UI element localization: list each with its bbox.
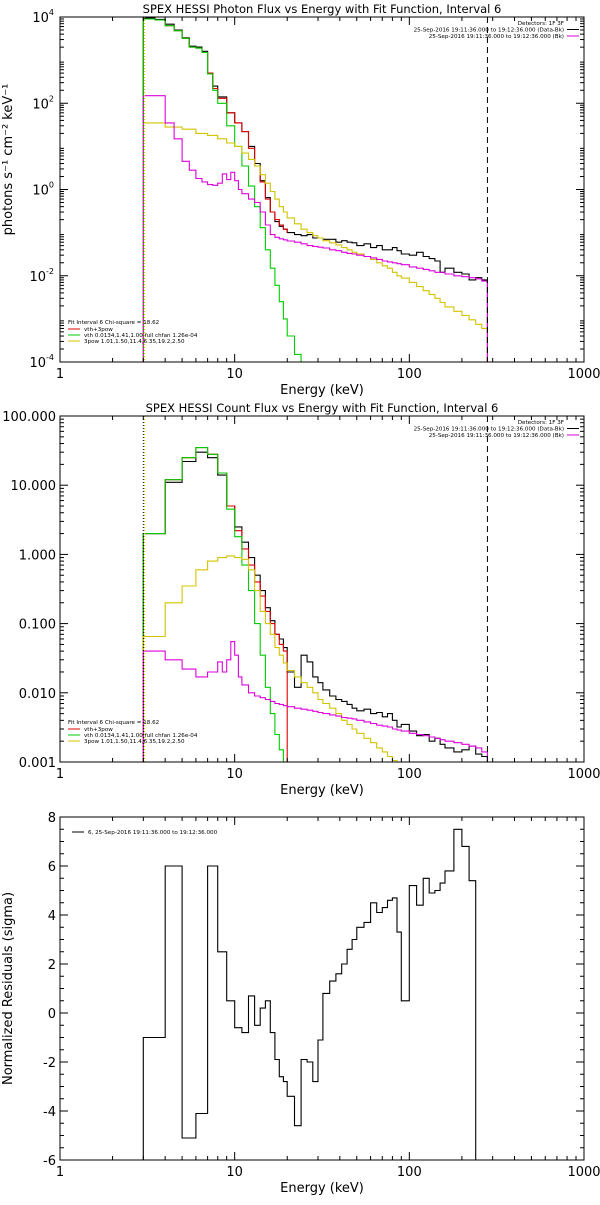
series-line-0 [142, 17, 488, 362]
legend-fit-entry: 3pow 1.01,1.50,11.4,6.35,19.2,2.50 [84, 339, 185, 345]
legend-fit-entry: vth+3pow [84, 327, 113, 333]
y-tick-label: 102 [32, 94, 54, 112]
y-tick-base: 10 [32, 97, 49, 112]
y-tick-label: 10-4 [29, 353, 54, 371]
legend-top-right-entry: Detectors: 1F 3F [518, 21, 564, 27]
y-tick-label: 0.100 [19, 618, 56, 633]
y-axis-label: Normalized Residuals (sigma) [1, 892, 16, 1085]
y-tick-label: 0 [48, 1007, 56, 1022]
y-tick-label: 104 [32, 8, 54, 26]
series-line-3 [142, 122, 488, 362]
y-tick-exponent: 4 [49, 8, 54, 17]
series-line-1 [142, 18, 288, 362]
series-line-4 [142, 95, 488, 362]
legend-fit-entry: vth 0.0134,1.41,1.00 full chfan 1.26e-04 [84, 333, 198, 339]
legend-fit-entry: 3pow 1.01,1.50,11.4,6.35,19.2,2.50 [84, 739, 185, 745]
y-tick-label: 6 [48, 860, 56, 875]
y-tick-base: 10 [32, 184, 49, 199]
y-tick-label: 8 [48, 811, 56, 826]
series-line-0 [142, 828, 477, 1160]
legend-fit-header: Fit Interval 6 Chi-square = 18.62 [68, 320, 159, 326]
legend-fit-entry: vth 0.0134,1.41,1.00 full chfan 1.26e-04 [84, 733, 198, 739]
y-tick-base: 10 [32, 11, 49, 26]
x-tick-label: 1 [56, 767, 64, 782]
y-tick-base: 10 [29, 356, 46, 371]
y-tick-label: 10-2 [29, 267, 54, 285]
plot-frame [59, 16, 585, 363]
legend-top-right-entry: 25-Sep-2016 19:11:36.000 to 19:12:36.000… [414, 28, 564, 34]
x-tick-label: 1000 [567, 767, 600, 782]
y-tick-label: 0.001 [19, 756, 56, 771]
series-line-2 [142, 447, 288, 762]
legend-top-right-entry: 25-Sep-2016 19:11:36.000 to 19:12:36.000… [429, 433, 564, 439]
x-axis-label: Energy (keV) [280, 1181, 364, 1196]
x-tick-label: 1000 [567, 367, 600, 382]
y-tick-label: 0.010 [19, 687, 56, 702]
x-tick-label: 100 [397, 367, 422, 382]
x-tick-label: 10 [226, 367, 243, 382]
y-tick-exponent: -2 [46, 267, 54, 276]
y-tick-label: 100 [32, 181, 54, 199]
legend-top-right-entry: 25-Sep-2016 19:11:36.000 to 19:12:36.000… [429, 34, 564, 40]
y-tick-exponent: 2 [49, 94, 54, 103]
y-tick-exponent: 0 [49, 181, 54, 190]
legend-residual-entry: 6, 25-Sep-2016 19:11:36.000 to 19:12:36.… [88, 830, 218, 836]
y-tick-label: -4 [43, 1105, 56, 1120]
plot-title: SPEX HESSI Count Flux vs Energy with Fit… [146, 401, 499, 415]
x-tick-label: 100 [397, 1165, 422, 1180]
plot-title: SPEX HESSI Photon Flux vs Energy with Fi… [143, 2, 502, 16]
x-axis-label: Energy (keV) [280, 783, 364, 798]
x-tick-label: 1 [56, 1165, 64, 1180]
plot-frame [59, 816, 585, 1161]
plot-frame [59, 415, 585, 763]
x-tick-label: 10 [226, 767, 243, 782]
legend-fit-header: Fit Interval 6 Chi-square = 18.62 [68, 720, 159, 726]
y-tick-exponent: -4 [46, 353, 54, 362]
y-tick-label: -2 [43, 1056, 56, 1071]
series-line-4 [142, 641, 488, 762]
x-tick-label: 100 [397, 767, 422, 782]
x-tick-label: 10 [226, 1165, 243, 1180]
series-line-0 [142, 451, 488, 762]
y-tick-label: -6 [43, 1154, 56, 1169]
y-tick-label: 4 [48, 909, 56, 924]
legend-top-right-entry: Detectors: 1F 3F [518, 420, 564, 426]
x-axis-label: Energy (keV) [280, 383, 364, 398]
y-tick-label: 10.000 [11, 479, 57, 494]
series-line-3 [142, 555, 424, 762]
y-tick-label: 1.000 [19, 548, 56, 563]
series-line-2 [142, 18, 302, 362]
legend-top-right-entry: 25-Sep-2016 19:11:36.000 to 19:12:36.000… [414, 427, 564, 433]
x-tick-label: 1000 [567, 1165, 600, 1180]
y-tick-label: 100.000 [2, 410, 56, 425]
legend-fit-entry: vth+3pow [84, 727, 113, 733]
y-tick-label: 2 [48, 958, 56, 973]
y-tick-base: 10 [29, 270, 46, 285]
y-axis-label: photons s⁻¹ cm⁻² keV⁻¹ [1, 84, 16, 236]
x-tick-label: 1 [56, 367, 64, 382]
